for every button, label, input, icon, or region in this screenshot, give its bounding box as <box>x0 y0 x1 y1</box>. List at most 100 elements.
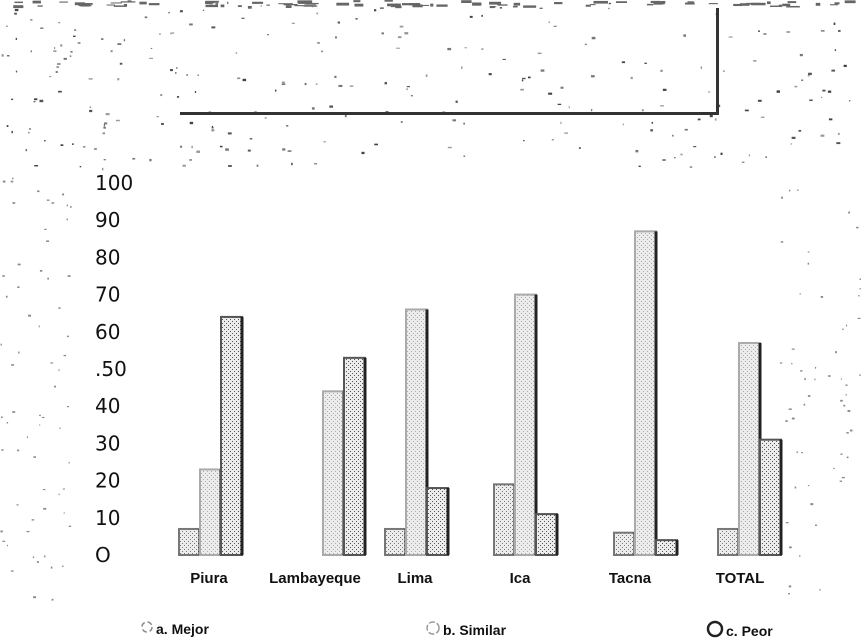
noise-speck <box>311 107 315 110</box>
y-tick-label: 70 <box>95 283 120 307</box>
noise-speck <box>819 589 821 591</box>
noise-speck <box>37 190 40 193</box>
y-tick-label: 40 <box>95 394 120 418</box>
noise-speck <box>68 525 72 527</box>
noise-speck <box>831 69 836 72</box>
noise-speck <box>66 406 70 408</box>
noise-speck <box>103 124 105 127</box>
noise-speck <box>714 118 717 121</box>
noise-speck <box>349 85 354 87</box>
noise-speck <box>447 146 452 149</box>
bar-total-series-3 <box>759 438 782 556</box>
noise-speck <box>303 5 318 7</box>
noise-speck <box>585 4 591 7</box>
noise-speck <box>6 544 8 547</box>
noise-speck <box>5 295 8 298</box>
noise-speck <box>18 351 20 354</box>
noise-speck <box>33 596 37 599</box>
noise-speck <box>461 0 472 3</box>
noise-speck <box>858 295 860 297</box>
noise-speck <box>807 485 810 487</box>
noise-speck <box>379 7 384 9</box>
noise-speck <box>2 180 6 183</box>
y-axis: O 10 20 30 40 .50 60 70 80 90 100 <box>95 171 133 567</box>
noise-speck <box>102 132 106 135</box>
bar-lambayeque-series-3 <box>343 356 366 556</box>
noise-speck <box>139 1 147 5</box>
noise-speck <box>472 3 482 6</box>
noise-speck <box>708 91 711 93</box>
noise-speck <box>63 354 67 357</box>
noise-speck <box>845 384 848 386</box>
noise-speck <box>650 129 653 132</box>
noise-speck <box>794 85 798 88</box>
noise-speck <box>29 128 31 130</box>
noise-speck <box>513 5 518 8</box>
noise-speck <box>59 1 68 3</box>
noise-speck <box>102 167 104 171</box>
noise-speck <box>14 1 23 4</box>
noise-speck <box>560 121 562 125</box>
noise-speck <box>840 453 843 455</box>
noise-speck <box>186 74 188 76</box>
noise-speck <box>828 375 831 377</box>
noise-speck <box>395 5 402 9</box>
noise-speck <box>6 125 9 128</box>
noise-speck <box>758 30 760 32</box>
bar-ica-series-2 <box>514 293 537 556</box>
noise-speck <box>189 159 192 161</box>
noise-speck <box>30 19 33 21</box>
noise-speck <box>794 486 797 489</box>
noise-speck <box>189 121 194 125</box>
title-box-frame <box>180 8 719 115</box>
noise-speck <box>553 25 557 27</box>
noise-speck <box>69 55 72 57</box>
noise-speck <box>615 1 627 3</box>
noise-speck <box>859 288 861 290</box>
noise-speck <box>753 60 757 62</box>
noise-speck <box>55 71 58 73</box>
noise-speck <box>499 7 502 9</box>
noise-speck <box>58 90 62 93</box>
noise-speck <box>548 92 553 95</box>
noise-speck <box>10 180 14 183</box>
noise-speck <box>338 84 343 88</box>
noise-speck <box>497 4 508 6</box>
noise-speck <box>807 262 810 265</box>
noise-speck <box>278 3 293 5</box>
noise-speck <box>791 348 795 350</box>
noise-speck <box>697 118 701 121</box>
noise-speck <box>104 122 108 125</box>
noise-speck <box>590 75 595 78</box>
noise-speck <box>807 395 811 397</box>
noise-speck <box>564 132 569 134</box>
bar-lima-series-1 <box>384 527 407 557</box>
noise-speck <box>34 98 38 101</box>
noise-speck <box>796 451 799 453</box>
noise-speck <box>291 22 295 25</box>
noise-speck <box>839 480 843 482</box>
x-category-label: Ica <box>510 570 532 587</box>
noise-speck <box>38 325 40 328</box>
noise-speck <box>117 78 120 81</box>
noise-speck <box>464 47 467 49</box>
noise-speck <box>54 385 56 388</box>
noise-speck <box>828 118 833 121</box>
noise-speck <box>765 156 767 158</box>
noise-speck <box>47 277 50 280</box>
noise-speck <box>208 111 212 113</box>
noise-speck <box>56 66 59 68</box>
noise-speck <box>791 417 795 420</box>
noise-speck <box>728 36 733 38</box>
bar-tacna-series-3 <box>655 539 678 556</box>
noise-speck <box>835 351 837 354</box>
noise-speck <box>856 226 859 229</box>
noise-speck <box>227 132 232 135</box>
noise-speck <box>144 16 148 19</box>
bars <box>178 230 783 557</box>
noise-speck <box>827 90 832 93</box>
noise-speck <box>461 66 463 69</box>
noise-speck <box>16 504 19 506</box>
noise-speck <box>10 570 14 572</box>
noise-speck <box>387 3 401 7</box>
